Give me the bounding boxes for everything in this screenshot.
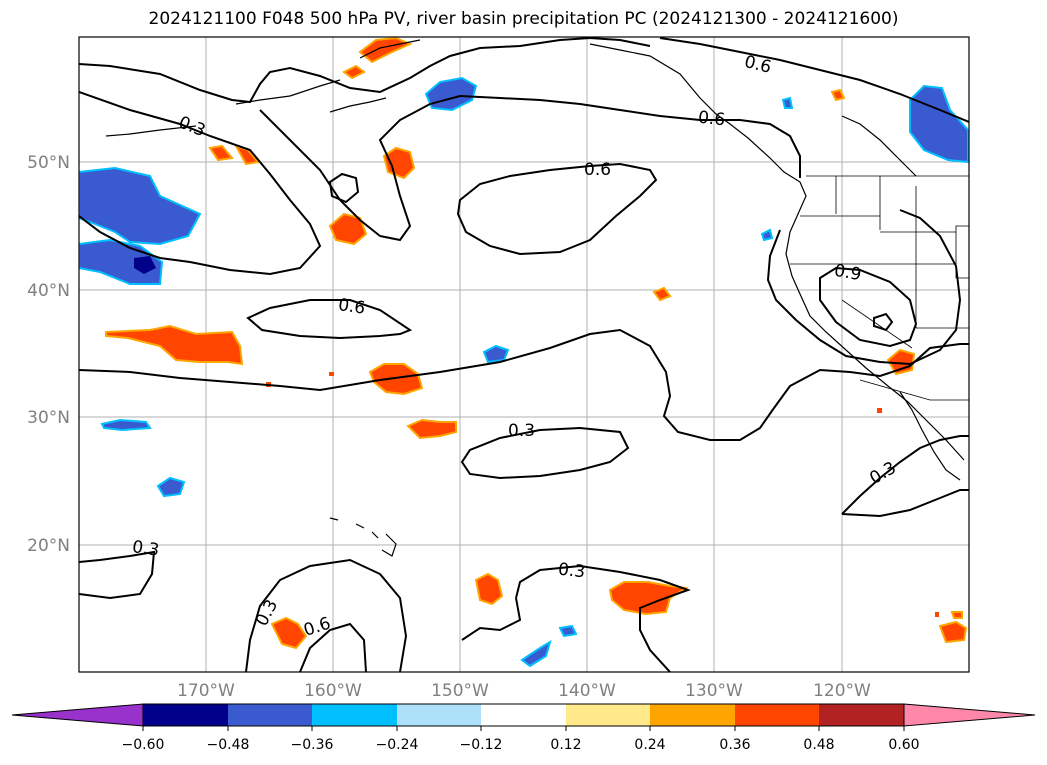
colorbar-segment xyxy=(143,704,228,726)
colorbar-extend-high xyxy=(903,703,1036,727)
colorbar-tick-label: −0.36 xyxy=(291,737,334,753)
colorbar-outline xyxy=(142,703,905,727)
contour-label: 0.6 xyxy=(337,295,367,319)
longitude-labels: 170°W 160°W 150°W 140°W 130°W 120°W xyxy=(177,681,871,701)
colorbar-segment xyxy=(566,704,650,726)
pv-contours xyxy=(79,37,969,672)
colorbar-tick-label: −0.60 xyxy=(122,737,165,753)
colorbar-segment xyxy=(397,704,481,726)
positive-pc-patches xyxy=(105,37,968,650)
colorbar-segment xyxy=(481,704,566,726)
longitude-label: 130°W xyxy=(685,681,743,701)
coastlines xyxy=(105,39,965,557)
map-frame xyxy=(78,36,970,673)
latitude-label: 30°N xyxy=(27,408,70,428)
contour-label: 0.3 xyxy=(131,537,161,561)
colorbar-segment xyxy=(312,704,397,726)
negative-pc-patches xyxy=(79,76,969,668)
colorbar-tick-label: −0.24 xyxy=(376,737,419,753)
colorbar-segment xyxy=(228,704,312,726)
colorbar-tick-label: 0.48 xyxy=(803,737,834,753)
political-borders xyxy=(790,175,969,401)
colorbar-extend-low xyxy=(11,703,144,727)
colorbar-tick-label: 0.24 xyxy=(634,737,665,753)
longitude-label: 170°W xyxy=(177,681,235,701)
longitude-label: 150°W xyxy=(431,681,489,701)
latitude-labels: 50°N 40°N 30°N 20°N xyxy=(27,153,70,556)
longitude-label: 140°W xyxy=(558,681,616,701)
longitude-label: 120°W xyxy=(813,681,871,701)
contour-label: 0.6 xyxy=(584,160,611,180)
contour-label: 0.3 xyxy=(508,421,535,441)
colorbar-segment xyxy=(650,704,735,726)
longitude-label: 160°W xyxy=(304,681,362,701)
latitude-label: 20°N xyxy=(27,536,70,556)
colorbar-tick-label: 0.36 xyxy=(719,737,750,753)
colorbar-tick-label: −0.48 xyxy=(207,737,250,753)
contour-label: 0.6 xyxy=(697,108,726,131)
colorbar-tick-label: −0.12 xyxy=(460,737,503,753)
colorbar: −0.60 −0.48 −0.36 −0.24 −0.12 0.12 0.24 … xyxy=(11,703,1036,753)
colorbar-tick-label: 0.60 xyxy=(888,737,919,753)
map-title: 2024121100 F048 500 hPa PV, river basin … xyxy=(148,9,899,29)
colorbar-ticks xyxy=(142,726,905,731)
contour-label: 0.3 xyxy=(557,560,586,583)
colorbar-tick-label: 0.12 xyxy=(550,737,581,753)
colorbar-segment xyxy=(735,704,819,726)
contour-label: 0.9 xyxy=(833,261,863,285)
colorbar-segment xyxy=(819,704,904,726)
latitude-label: 50°N xyxy=(27,153,70,173)
latitude-label: 40°N xyxy=(27,281,70,301)
